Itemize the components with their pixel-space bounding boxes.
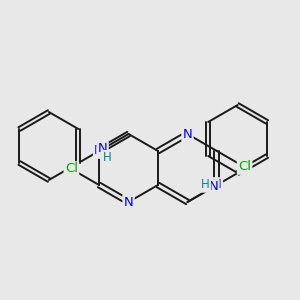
Text: Cl: Cl <box>238 160 251 173</box>
Text: N: N <box>183 128 192 140</box>
Text: H: H <box>201 178 210 191</box>
Text: N: N <box>208 181 218 194</box>
Text: Cl: Cl <box>65 163 78 176</box>
Text: H: H <box>103 151 112 164</box>
Text: N: N <box>124 196 134 208</box>
Text: N: N <box>94 145 104 158</box>
Text: N: N <box>212 178 222 191</box>
Text: N: N <box>98 142 107 155</box>
